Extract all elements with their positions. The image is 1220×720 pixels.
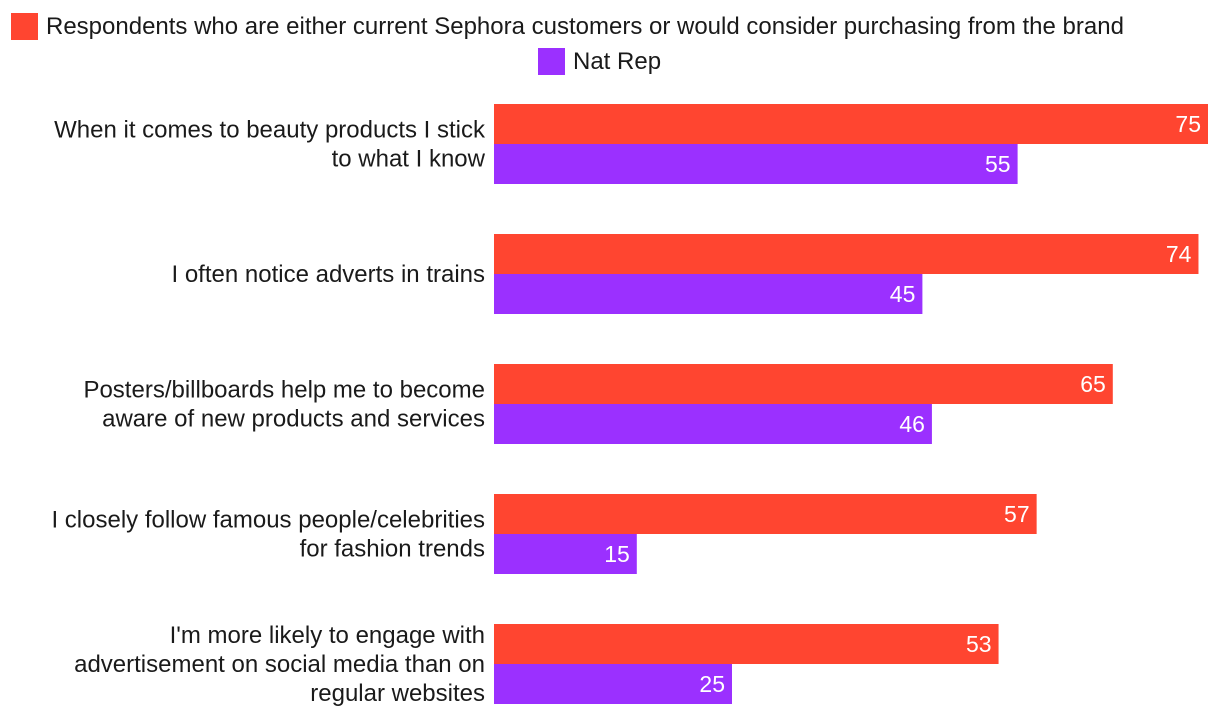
value-label-sephora-5: 53 — [966, 631, 992, 657]
legend-label-2: Nat Rep — [573, 48, 661, 75]
bar-nat-rep-4 — [494, 534, 637, 574]
value-label-sephora-4: 57 — [1004, 501, 1030, 527]
bar-nat-rep-3 — [494, 404, 932, 444]
bar-sephora-3 — [494, 364, 1113, 404]
legend-label-1: Respondents who are either current Sepho… — [46, 13, 1124, 40]
category-label-2: I often notice adverts in trains — [172, 261, 486, 288]
value-label-sephora-1: 75 — [1175, 111, 1201, 137]
value-label-sephora-3: 65 — [1080, 371, 1106, 397]
category-label-line: When it comes to beauty products I stick — [54, 117, 486, 144]
category-label-line: to what I know — [332, 146, 486, 173]
bar-nat-rep-5 — [494, 664, 732, 704]
category-label-line: aware of new products and services — [102, 406, 485, 433]
category-label-4: I closely follow famous people/celebriti… — [51, 507, 485, 563]
bar-nat-rep-1 — [494, 144, 1018, 184]
category-label-5: I'm more likely to engage with advertisem… — [74, 622, 485, 707]
category-labels: When it comes to beauty products I stick… — [51, 117, 486, 708]
category-label-line: I often notice adverts in trains — [172, 261, 486, 288]
category-label-1: When it comes to beauty products I stick… — [54, 117, 486, 173]
legend: Respondents who are either current Sepho… — [11, 13, 1124, 75]
category-label-line: I'm more likely to engage with — [170, 622, 485, 649]
value-label-sephora-2: 74 — [1166, 241, 1192, 267]
value-labels: 75 55 74 45 65 46 57 15 53 25 — [604, 111, 1201, 697]
category-label-line: for fashion trends — [300, 536, 485, 563]
category-label-3: Posters/billboards help me to become awar… — [83, 377, 485, 433]
category-label-line: advertisement on social media than on — [74, 651, 485, 678]
bars — [494, 104, 1208, 704]
value-label-nat-rep-2: 45 — [890, 281, 916, 307]
bar-nat-rep-2 — [494, 274, 923, 314]
value-label-nat-rep-5: 25 — [699, 671, 725, 697]
legend-swatch-1 — [11, 13, 38, 40]
category-label-line: regular websites — [310, 680, 485, 707]
value-label-nat-rep-3: 46 — [899, 411, 925, 437]
category-label-line: I closely follow famous people/celebriti… — [51, 507, 485, 534]
bar-sephora-5 — [494, 624, 999, 664]
bar-sephora-2 — [494, 234, 1199, 274]
value-label-nat-rep-1: 55 — [985, 151, 1011, 177]
bar-sephora-4 — [494, 494, 1037, 534]
value-label-nat-rep-4: 15 — [604, 541, 630, 567]
category-label-line: Posters/billboards help me to become — [83, 377, 485, 404]
bar-sephora-1 — [494, 104, 1208, 144]
legend-swatch-2 — [538, 48, 565, 75]
